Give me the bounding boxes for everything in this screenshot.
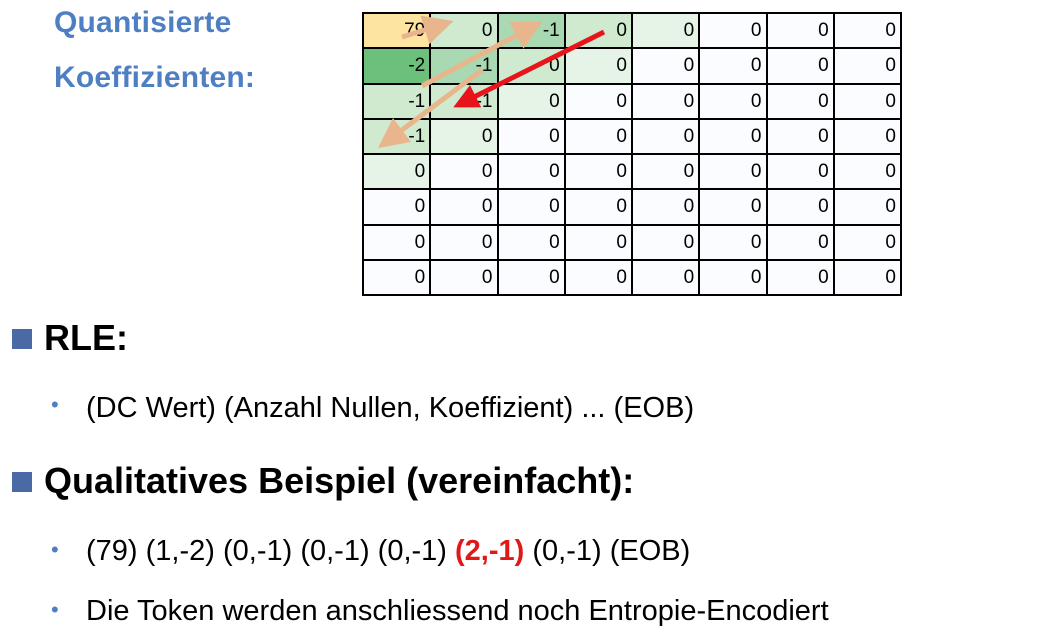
coefficient-table: 79 0 -1 0 0 0 0 0 -2 -1 0 0 0 0 0 0 -1 -1 0 0 0 0 0 0 -1 0 0 0 0 0 0 0 0… [361,11,903,297]
section-bullet-example [12,472,32,492]
matrix-cell: 0 [698,11,768,50]
matrix-row: -1 -1 0 0 0 0 0 0 [361,82,903,120]
matrix-cell: 0 [630,152,701,191]
matrix-cell: 0 [496,152,566,191]
matrix-row: -1 0 0 0 0 0 0 0 [361,117,903,156]
matrix-cell: 0 [361,152,432,191]
matrix-cell: 0 [563,47,634,85]
bullet-dot: • [51,537,59,562]
matrix-row: 79 0 -1 0 0 0 0 0 [361,11,903,50]
entropy-note: Die Token werden anschliessend noch Entr… [86,595,829,627]
matrix-cell: 0 [832,82,903,120]
matrix-cell: 0 [698,188,768,226]
matrix-cell: 0 [832,11,903,50]
matrix-cell: 0 [563,258,634,297]
matrix-cell: 0 [765,47,835,85]
matrix-cell: 0 [630,258,701,297]
matrix-cell: 0 [429,223,499,261]
matrix-cell: 0 [765,188,835,226]
matrix-cell: 0 [765,152,835,191]
matrix-cell: 0 [765,11,835,50]
matrix-cell: 0 [563,11,634,50]
matrix-cell: 0 [361,258,432,297]
matrix-cell: 0 [496,258,566,297]
matrix-cell: 0 [832,152,903,191]
matrix-cell: 0 [563,188,634,226]
matrix-cell: 0 [765,258,835,297]
matrix-cell: 0 [698,82,768,120]
bullet-dot: • [51,597,59,622]
section-bullet-rle [12,329,32,349]
matrix-cell: 0 [496,188,566,226]
matrix-cell: 0 [630,47,701,85]
matrix-cell: 0 [361,188,432,226]
matrix-cell: 0 [496,47,566,85]
matrix-cell: 0 [429,11,499,50]
matrix-cell: 0 [832,47,903,85]
matrix-cell: -1 [429,82,499,120]
matrix-cell: 0 [496,223,566,261]
bullet-dot: • [51,392,59,417]
matrix-cell: 0 [429,152,499,191]
matrix-cell: 0 [563,223,634,261]
matrix-cell: 0 [563,152,634,191]
matrix-cell: 0 [630,117,701,156]
matrix-cell: -2 [361,47,432,85]
matrix-cell: 0 [832,117,903,156]
matrix-cell: 0 [765,82,835,120]
example-title: Qualitatives Beispiel (vereinfacht): [44,460,635,501]
matrix-cell: -1 [361,82,432,120]
matrix-cell: 79 [361,11,432,50]
sequence-highlight: (2,-1) [455,535,525,567]
rle-title: RLE: [44,317,128,358]
matrix-cell: 0 [496,82,566,120]
sequence-part-2: (0,-1) (EOB) [524,535,691,567]
sequence-part-1: (79) (1,-2) (0,-1) (0,-1) (0,-1) [86,535,455,567]
rle-format: (DC Wert) (Anzahl Nullen, Koeffizient) .… [86,392,695,424]
matrix-cell: 0 [563,117,634,156]
matrix-cell: 0 [832,258,903,297]
matrix-cell: 0 [698,258,768,297]
matrix-cell: 0 [698,117,768,156]
matrix-cell: 0 [698,47,768,85]
matrix-row: -2 -1 0 0 0 0 0 0 [361,47,903,85]
matrix-cell: -1 [429,47,499,85]
matrix-cell: 0 [429,258,499,297]
matrix-cell: 0 [361,223,432,261]
matrix-cell: 0 [496,117,566,156]
matrix-cell: 0 [698,152,768,191]
matrix-cell: 0 [832,188,903,226]
heading-line-2: Koeffizienten: [54,61,256,94]
matrix-cell: 0 [765,117,835,156]
coefficient-matrix: 79 0 -1 0 0 0 0 0 -2 -1 0 0 0 0 0 0 -1 -1 0 0 0 0 0 0 -1 0 0 0 0 0 0 0 0… [361,11,903,297]
matrix-cell: 0 [832,223,903,261]
matrix-cell: 0 [563,82,634,120]
matrix-cell: 0 [630,11,701,50]
matrix-cell: 0 [630,223,701,261]
example-sequence: (79) (1,-2) (0,-1) (0,-1) (0,-1) (2,-1) … [86,535,690,567]
matrix-cell: 0 [429,117,499,156]
heading-line-1: Quantisierte [54,6,232,39]
matrix-cell: 0 [630,188,701,226]
matrix-cell: 0 [765,223,835,261]
matrix-cell: 0 [630,82,701,120]
matrix-cell: 0 [698,223,768,261]
matrix-cell: 0 [429,188,499,226]
matrix-cell: -1 [361,117,432,156]
matrix-cell: -1 [496,11,566,50]
